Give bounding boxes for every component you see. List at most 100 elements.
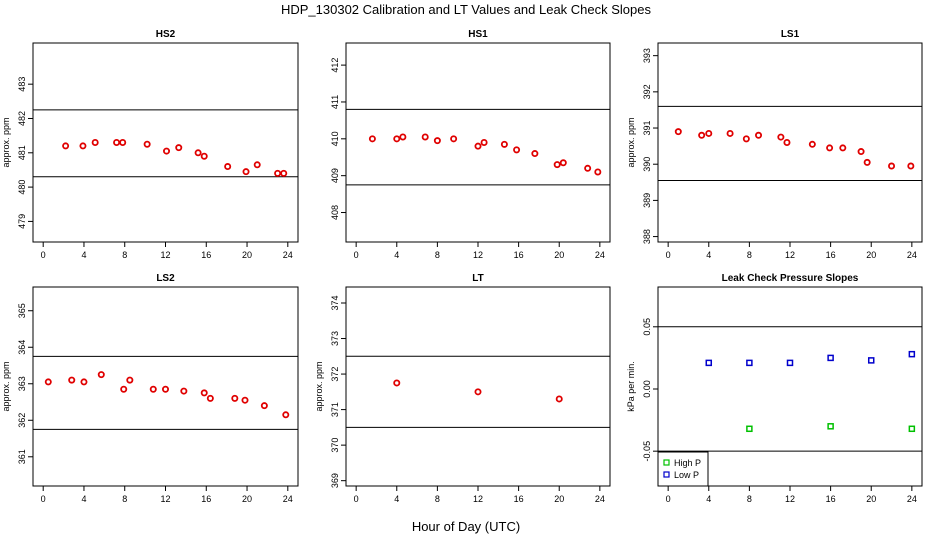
x-tick-label: 4 [706,250,711,260]
panel-title: HS1 [468,29,488,40]
data-point [120,385,128,393]
data-point [839,144,847,152]
y-axis-label: approx. ppm [1,117,11,167]
y-tick-label: 409 [330,168,340,183]
data-point [80,378,88,386]
y-tick-label: 0.05 [642,318,652,336]
y-tick-label: 390 [642,157,652,172]
data-point [194,149,202,157]
data-point [531,150,539,158]
data-point [474,388,482,396]
data-point [206,394,214,402]
data-point [224,163,232,171]
data-point [450,135,458,143]
data-point [253,161,261,169]
panel-3: LS2 approx. ppm 0 4 8 12 16 20 24 361 362 363 364 365 [1,273,299,504]
x-tick-label: 0 [354,250,359,260]
x-tick-label: 20 [554,494,564,504]
data-point [79,142,87,150]
data-point [826,144,834,152]
data-point [705,129,713,137]
y-tick-label: 369 [330,473,340,488]
y-tick-label: 389 [642,193,652,208]
data-point [474,142,482,150]
data-point [393,379,401,387]
data-point [163,147,171,155]
plot-frame [345,286,611,487]
data-point [200,389,208,397]
panel-5: Leak Check Pressure Slopes kPa per min. 0 4… [626,273,923,504]
data-point [559,159,567,167]
y-tick-label: 393 [642,48,652,63]
data-point [175,144,183,152]
y-tick-label: 372 [330,367,340,382]
data-point [827,423,834,430]
panel-2: LS1 approx. ppm 0 4 8 12 16 20 24 388 389 390 391 392… [626,29,923,260]
y-tick-label: 362 [17,413,27,428]
panel-title: Leak Check Pressure Slopes [722,273,859,284]
y-tick-label: 410 [330,131,340,146]
x-tick-label: 24 [283,250,293,260]
y-axis-label: approx. ppm [626,117,636,167]
x-tick-label: 8 [435,494,440,504]
y-tick-label: 0.00 [642,380,652,398]
data-point [500,140,508,148]
data-point [480,138,488,146]
panel-0: HS2 approx. ppm 0 4 8 12 16 20 24 479 480 481 482 483 [1,29,299,260]
plot-frame [32,42,299,243]
y-tick-label: -0.05 [642,441,652,462]
data-point [755,131,763,139]
y-tick-label: 363 [17,376,27,391]
y-axis-label: kPa per min. [626,361,636,412]
panel-title: LS1 [781,29,800,40]
data-point [149,385,157,393]
x-tick-label: 0 [41,250,46,260]
data-point [705,359,713,367]
figure-title: HDP_130302 Calibration and LT Values and… [281,2,652,17]
data-point [143,140,151,148]
data-point [91,138,99,146]
legend-label: High P [674,458,701,468]
data-point [200,152,208,160]
x-tick-label: 12 [785,250,795,260]
data-point [393,135,401,143]
x-tick-label: 16 [826,250,836,260]
data-point [584,164,592,172]
data-point [674,128,682,136]
data-point [180,387,188,395]
data-point [698,131,706,139]
x-tick-label: 0 [41,494,46,504]
data-point [241,396,249,404]
data-point [857,148,865,156]
data-point [421,133,429,141]
x-tick-label: 8 [747,250,752,260]
data-point [44,378,52,386]
x-tick-label: 16 [514,494,524,504]
x-tick-label: 12 [785,494,795,504]
data-point [161,385,169,393]
y-tick-label: 374 [330,295,340,310]
data-point [242,168,250,176]
data-point [907,162,915,170]
x-tick-label: 24 [595,250,605,260]
x-tick-label: 24 [283,494,293,504]
data-point [726,129,734,137]
x-tick-label: 20 [242,250,252,260]
y-tick-label: 392 [642,84,652,99]
y-axis-label: approx. ppm [314,361,324,411]
x-tick-label: 24 [907,250,917,260]
x-tick-label: 16 [514,250,524,260]
x-tick-label: 4 [394,250,399,260]
y-tick-label: 371 [330,402,340,417]
x-tick-label: 20 [554,250,564,260]
legend-marker [663,471,670,478]
y-tick-label: 481 [17,145,27,160]
y-tick-label: 361 [17,449,27,464]
y-tick-label: 412 [330,58,340,73]
x-tick-label: 8 [122,494,127,504]
panel-title: LS2 [156,273,175,284]
x-tick-label: 12 [160,250,170,260]
x-tick-label: 12 [473,494,483,504]
x-tick-label: 0 [666,250,671,260]
